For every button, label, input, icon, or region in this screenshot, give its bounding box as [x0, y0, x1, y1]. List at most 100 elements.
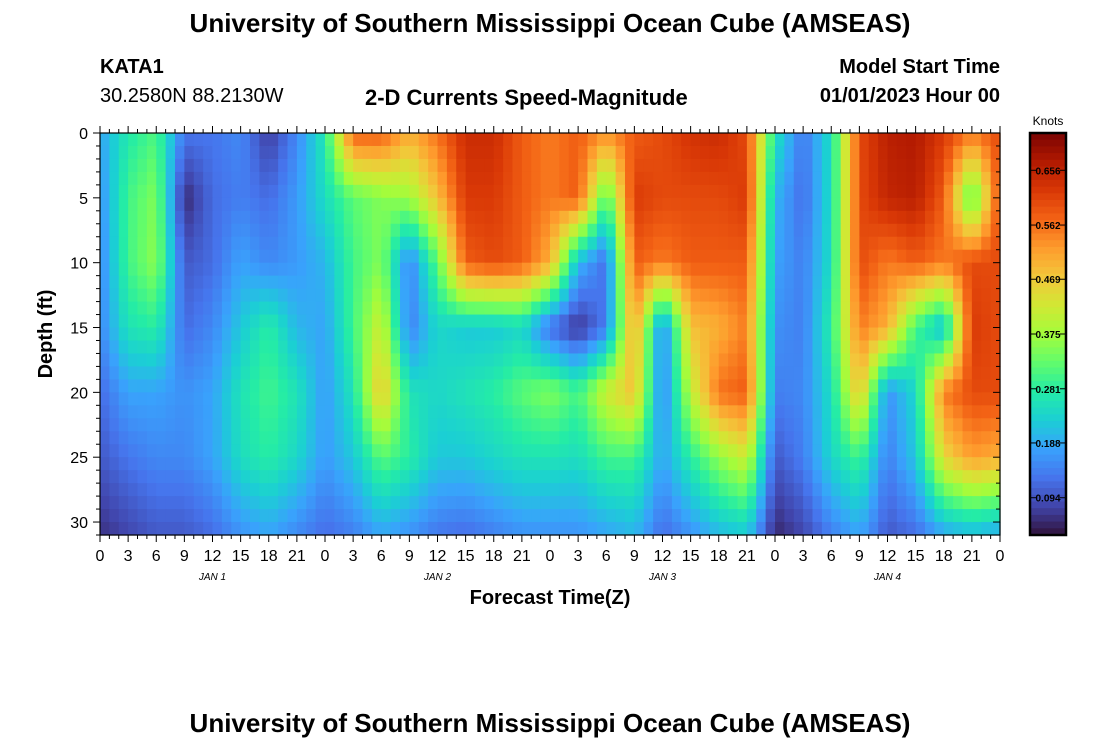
heatmap-cell	[709, 353, 720, 368]
heatmap-cell	[643, 275, 654, 290]
heatmap-cell	[718, 288, 729, 303]
heatmap-cell	[165, 392, 176, 406]
heatmap-cell	[381, 301, 392, 316]
heatmap-cell	[250, 496, 260, 510]
heatmap-cell	[334, 314, 345, 329]
heatmap-cell	[662, 353, 673, 368]
heatmap-cell	[381, 379, 392, 393]
heatmap-cell	[568, 366, 579, 380]
heatmap-cell	[418, 366, 429, 380]
heatmap-cell	[568, 509, 579, 523]
heatmap-cell	[756, 314, 767, 329]
heatmap-cell	[540, 457, 551, 471]
heatmap-cell	[343, 145, 354, 160]
heatmap-cell	[896, 158, 907, 173]
heatmap-cell	[709, 392, 720, 406]
heatmap-cell	[718, 522, 729, 536]
heatmap-cell	[728, 431, 739, 445]
heatmap-cell	[700, 210, 710, 225]
heatmap-cell	[681, 249, 692, 264]
heatmap-cell	[212, 184, 223, 199]
heatmap-cell	[278, 133, 289, 147]
heatmap-cell	[381, 509, 392, 523]
heatmap-cell	[278, 197, 289, 212]
x-tick-label: 18	[710, 548, 728, 565]
heatmap-cell	[981, 184, 992, 199]
heatmap-cell	[240, 522, 251, 536]
heatmap-cell	[165, 522, 176, 536]
heatmap-cell	[428, 288, 439, 303]
heatmap-cell	[184, 483, 195, 497]
heatmap-cell	[700, 470, 710, 484]
heatmap-cell	[662, 327, 673, 342]
heatmap-cell	[521, 210, 532, 225]
heatmap-cell	[109, 457, 120, 471]
heatmap-cell	[671, 418, 682, 432]
heatmap-cell	[446, 262, 457, 277]
heatmap-cell	[128, 314, 139, 329]
heatmap-cell	[925, 262, 935, 277]
heatmap-cell	[962, 275, 973, 290]
heatmap-cell	[737, 133, 748, 147]
heatmap-cell	[418, 444, 429, 458]
heatmap-cell	[737, 392, 748, 406]
heatmap-cell	[409, 431, 420, 445]
heatmap-cell	[718, 405, 729, 419]
heatmap-cell	[475, 171, 485, 186]
heatmap-cell	[615, 418, 626, 432]
heatmap-cell	[990, 249, 1001, 264]
heatmap-cell	[625, 353, 635, 368]
heatmap-cell	[550, 301, 560, 316]
heatmap-cell	[193, 184, 204, 199]
heatmap-cell	[653, 353, 664, 368]
heatmap-cell	[512, 262, 523, 277]
heatmap-cell	[390, 171, 401, 186]
heatmap-cell	[400, 418, 410, 432]
heatmap-cell	[803, 418, 814, 432]
heatmap-cell	[906, 405, 917, 419]
heatmap-cell	[446, 288, 457, 303]
heatmap-cell	[859, 184, 870, 199]
heatmap-cell	[671, 444, 682, 458]
heatmap-cell	[887, 275, 898, 290]
heatmap-cell	[925, 496, 935, 510]
heatmap-cell	[887, 327, 898, 342]
heatmap-cell	[418, 184, 429, 199]
heatmap-cell	[878, 223, 889, 238]
heatmap-cell	[681, 158, 692, 173]
heatmap-cell	[653, 223, 664, 238]
heatmap-cell	[278, 392, 289, 406]
heatmap-cell	[700, 145, 710, 160]
heatmap-cell	[615, 197, 626, 212]
heatmap-cell	[184, 470, 195, 484]
heatmap-cell	[671, 431, 682, 445]
heatmap-cell	[540, 145, 551, 160]
colorbar-label: Knots	[1033, 114, 1064, 128]
heatmap-cell	[578, 431, 589, 445]
heatmap-cell	[775, 353, 785, 368]
heatmap-cell	[437, 340, 448, 355]
heatmap-cell	[662, 197, 673, 212]
heatmap-cell	[428, 509, 439, 523]
heatmap-cell	[540, 522, 551, 536]
heatmap-cell	[840, 210, 851, 225]
heatmap-cell	[906, 509, 917, 523]
heatmap-cell	[193, 210, 204, 225]
heatmap-cell	[812, 223, 823, 238]
heatmap-cell	[915, 301, 926, 316]
heatmap-cell	[175, 496, 185, 510]
heatmap-cell	[493, 223, 504, 238]
heatmap-cell	[606, 236, 617, 251]
heatmap-cell	[203, 483, 214, 497]
heatmap-cell	[615, 145, 626, 160]
heatmap-cell	[446, 340, 457, 355]
heatmap-cell	[390, 133, 401, 147]
x-tick-label: 3	[124, 548, 133, 565]
heatmap-cell	[765, 405, 776, 419]
heatmap-cell	[915, 236, 926, 251]
heatmap-cell	[662, 470, 673, 484]
heatmap-cell	[550, 249, 560, 264]
heatmap-cell	[887, 405, 898, 419]
heatmap-cell	[943, 275, 954, 290]
heatmap-cell	[146, 496, 157, 510]
